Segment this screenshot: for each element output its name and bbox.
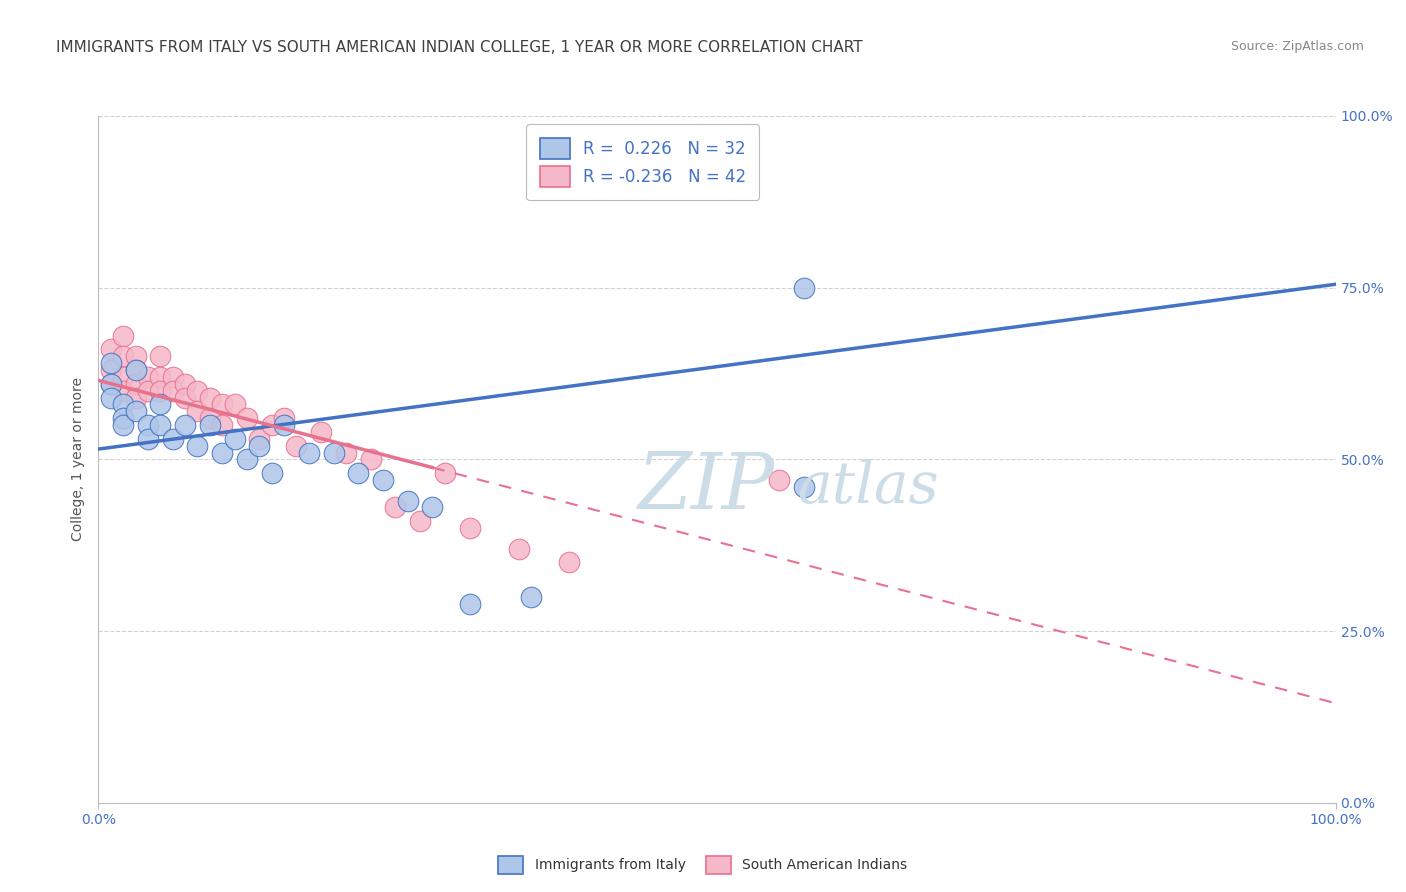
Text: atlas: atlas	[797, 458, 939, 515]
Point	[557, 555, 579, 570]
Point	[124, 350, 146, 364]
Point	[458, 521, 481, 535]
Point	[360, 452, 382, 467]
Point	[422, 500, 444, 515]
Point	[508, 541, 530, 556]
Point	[224, 397, 246, 411]
Point	[322, 445, 344, 459]
Point	[520, 590, 543, 604]
Point	[162, 432, 184, 446]
Point	[112, 397, 135, 411]
Point	[124, 363, 146, 377]
Point	[174, 417, 197, 433]
Point	[236, 452, 259, 467]
Point	[149, 397, 172, 411]
Point	[347, 466, 370, 480]
Point	[273, 417, 295, 433]
Point	[124, 363, 146, 377]
Legend: R =  0.226   N = 32, R = -0.236   N = 42: R = 0.226 N = 32, R = -0.236 N = 42	[526, 124, 759, 201]
Point	[112, 384, 135, 398]
Point	[186, 404, 208, 418]
Point	[298, 445, 321, 459]
Point	[162, 370, 184, 384]
Point	[112, 411, 135, 425]
Y-axis label: College, 1 year or more: College, 1 year or more	[72, 377, 86, 541]
Point	[433, 466, 456, 480]
Point	[149, 384, 172, 398]
Point	[285, 439, 308, 453]
Point	[174, 376, 197, 391]
Point	[260, 466, 283, 480]
Point	[149, 350, 172, 364]
Point	[124, 404, 146, 418]
Point	[100, 376, 122, 391]
Point	[100, 356, 122, 370]
Point	[211, 397, 233, 411]
Point	[112, 370, 135, 384]
Point	[136, 384, 159, 398]
Point	[793, 480, 815, 494]
Point	[260, 417, 283, 433]
Text: Source: ZipAtlas.com: Source: ZipAtlas.com	[1230, 40, 1364, 54]
Point	[384, 500, 406, 515]
Text: ZIP: ZIP	[637, 449, 773, 525]
Point	[335, 445, 357, 459]
Point	[100, 343, 122, 357]
Point	[211, 417, 233, 433]
Point	[793, 281, 815, 295]
Point	[174, 391, 197, 405]
Point	[186, 439, 208, 453]
Point	[162, 384, 184, 398]
Point	[371, 473, 394, 487]
Point	[136, 417, 159, 433]
Point	[100, 376, 122, 391]
Legend: Immigrants from Italy, South American Indians: Immigrants from Italy, South American In…	[492, 849, 914, 880]
Point	[112, 350, 135, 364]
Point	[247, 432, 270, 446]
Point	[198, 411, 221, 425]
Point	[198, 391, 221, 405]
Point	[124, 391, 146, 405]
Point	[112, 417, 135, 433]
Point	[224, 432, 246, 446]
Point	[458, 597, 481, 611]
Point	[247, 439, 270, 453]
Point	[396, 493, 419, 508]
Point	[124, 376, 146, 391]
Point	[273, 411, 295, 425]
Point	[100, 391, 122, 405]
Point	[236, 411, 259, 425]
Point	[100, 363, 122, 377]
Point	[309, 425, 332, 439]
Text: IMMIGRANTS FROM ITALY VS SOUTH AMERICAN INDIAN COLLEGE, 1 YEAR OR MORE CORRELATI: IMMIGRANTS FROM ITALY VS SOUTH AMERICAN …	[56, 40, 863, 55]
Point	[768, 473, 790, 487]
Point	[409, 514, 432, 528]
Point	[136, 432, 159, 446]
Point	[198, 417, 221, 433]
Point	[149, 370, 172, 384]
Point	[186, 384, 208, 398]
Point	[136, 370, 159, 384]
Point	[149, 417, 172, 433]
Point	[112, 328, 135, 343]
Point	[211, 445, 233, 459]
